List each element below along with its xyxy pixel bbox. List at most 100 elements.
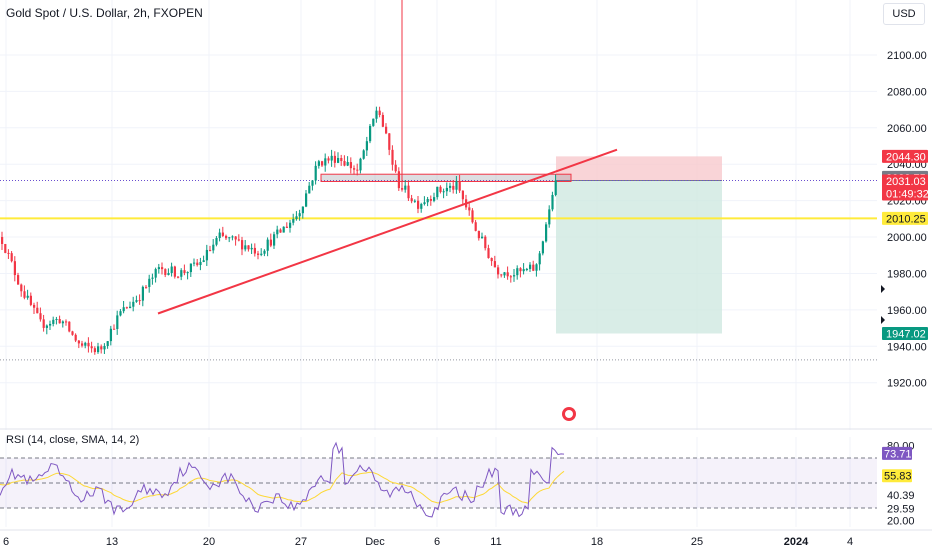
candle-body <box>141 286 144 301</box>
candle-body <box>429 199 432 201</box>
candle-body <box>493 261 496 268</box>
candle-body <box>388 133 391 150</box>
candle-body <box>23 291 26 298</box>
price-label: 2044.30 <box>886 151 926 163</box>
candle-body <box>362 150 365 159</box>
candle-body <box>554 180 557 195</box>
candle-body <box>209 249 212 251</box>
candle-body <box>285 226 288 228</box>
candle-body <box>417 200 420 209</box>
candle-body <box>541 241 544 254</box>
candle-body <box>7 252 10 254</box>
candle-body <box>93 348 96 353</box>
candle-body <box>49 323 52 326</box>
axis-marker-icon <box>881 285 885 293</box>
candle-body <box>442 191 445 193</box>
candle-body <box>369 125 372 142</box>
candle-body <box>266 239 269 251</box>
candle-body <box>58 319 61 324</box>
candle-body <box>375 110 378 119</box>
candle-body <box>180 270 183 277</box>
candle-body <box>164 269 167 275</box>
price-tick-label: 1940.00 <box>887 341 927 353</box>
candle-body <box>452 185 455 190</box>
price-label-bg <box>882 211 928 225</box>
price-tick-label: 1960.00 <box>887 305 927 317</box>
price-label: 2031.03 <box>886 176 926 188</box>
time-tick-label: 6 <box>434 536 440 548</box>
candle-body <box>381 114 384 127</box>
candle-body <box>458 181 461 191</box>
candle-body <box>346 162 349 166</box>
candle-body <box>532 264 535 271</box>
candle-body <box>177 276 180 278</box>
candle-body <box>551 194 554 210</box>
candle-body <box>481 236 484 239</box>
candle-body <box>522 269 525 272</box>
candle-body <box>276 229 279 235</box>
candle-body <box>237 239 240 241</box>
candle-body <box>372 118 375 126</box>
candle-body <box>241 240 244 250</box>
candle-body <box>279 229 282 233</box>
candle-body <box>29 295 32 305</box>
candle-body <box>154 269 157 278</box>
take-profit-zone <box>556 180 722 334</box>
candle-body <box>199 261 202 266</box>
chart-title: Gold Spot / U.S. Dollar, 2h, FXOPEN <box>6 6 203 20</box>
candle-body <box>497 267 500 275</box>
candle-body <box>45 325 48 328</box>
candle-body <box>519 268 522 272</box>
candle-body <box>538 253 541 265</box>
candle-body <box>477 230 480 239</box>
candle-body <box>84 342 87 346</box>
candle-body <box>359 158 362 171</box>
candle-body <box>138 300 141 302</box>
time-tick-label: Dec <box>365 536 385 548</box>
rsi-value-label: 73.71 <box>884 448 912 460</box>
candle-body <box>173 266 176 277</box>
candle-body <box>65 321 68 323</box>
candle-body <box>548 209 551 225</box>
candle-body <box>196 262 199 266</box>
candle-body <box>327 158 330 161</box>
candle-body <box>20 284 23 292</box>
price-tick-label: 2080.00 <box>887 86 927 98</box>
candle-body <box>13 261 16 276</box>
economic-event-icon-inner <box>565 410 573 418</box>
candle-body <box>273 234 276 246</box>
candle-body <box>289 222 292 228</box>
candle-body <box>509 276 512 278</box>
price-label: 2010.25 <box>886 213 926 225</box>
candle-body <box>10 253 13 262</box>
time-tick-label: 25 <box>691 536 703 548</box>
candle-body <box>426 199 429 203</box>
candle-body <box>109 328 112 342</box>
candle-body <box>260 253 263 255</box>
rsi-line <box>0 441 565 518</box>
candle-body <box>157 267 160 270</box>
candle-body <box>407 185 410 199</box>
candle-body <box>468 207 471 211</box>
candle-body <box>365 141 368 151</box>
currency-selector[interactable]: USD <box>883 3 925 25</box>
candle-body <box>311 180 314 186</box>
candle-body <box>100 346 103 350</box>
candle-body <box>490 257 493 262</box>
candle-body <box>113 328 116 330</box>
candle-body <box>52 319 55 324</box>
support-trendline <box>157 148 618 315</box>
price-tick-label: 2060.00 <box>887 123 927 135</box>
candle-body <box>33 304 36 308</box>
candle-body <box>250 247 253 250</box>
candle-body <box>529 264 532 269</box>
candle-body <box>71 331 74 335</box>
candle-body <box>413 200 416 202</box>
candle-body <box>317 161 320 166</box>
candle-body <box>145 286 148 288</box>
price-tick-label: 2100.00 <box>887 50 927 62</box>
price-tick-label: 1980.00 <box>887 268 927 280</box>
candle-body <box>90 346 93 349</box>
candle-body <box>215 238 218 245</box>
